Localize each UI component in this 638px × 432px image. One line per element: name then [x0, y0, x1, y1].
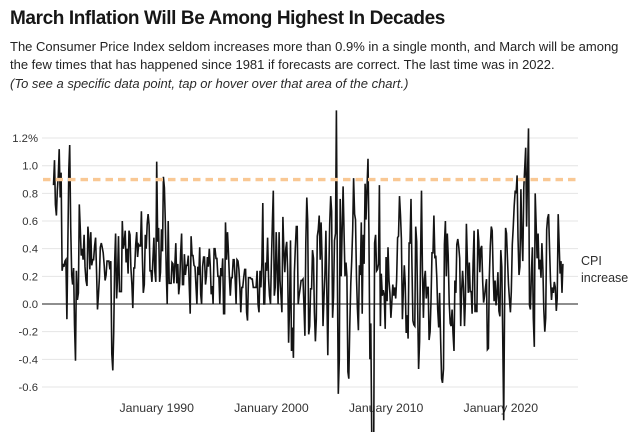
y-axis-tick-label: 0.0: [22, 299, 38, 311]
series-end-label: increase: [581, 271, 628, 285]
x-axis-tick-label: January 2000: [234, 401, 309, 415]
chart-description: The Consumer Price Index seldom increase…: [10, 38, 619, 72]
series-end-label: CPI: [581, 254, 602, 268]
x-axis-tick-label: January 1990: [119, 401, 194, 415]
y-axis-tick-label: -0.4: [19, 354, 38, 366]
article-header: March Inflation Will Be Among Highest In…: [0, 0, 638, 92]
y-axis-tick-label: -0.6: [19, 382, 38, 394]
chart-area[interactable]: 1.2% 1.0 0.8 0.6 0.4 0.2 0.0 -0.2 -0.4 -0.6 Januar…: [0, 107, 638, 432]
y-axis-tick-label: 0.8: [22, 188, 38, 200]
y-axis-tick-label: -0.2: [19, 327, 38, 339]
y-axis-tick-label: 0.2: [22, 271, 38, 283]
x-axis-tick-label: January 2020: [464, 401, 539, 415]
cpi-monthly-line-chart[interactable]: 1.2% 1.0 0.8 0.6 0.4 0.2 0.0 -0.2 -0.4 -0.6 Januar…: [0, 107, 638, 432]
chart-instruction-note: (To see a specific data point, tap or ho…: [10, 75, 409, 91]
y-axis-tick-label: 0.6: [22, 216, 38, 228]
y-axis-tick-label: 0.4: [22, 244, 38, 256]
y-axis-tick-label: 1.0: [22, 161, 38, 173]
x-axis-tick-label: January 2010: [349, 401, 424, 415]
page-title: March Inflation Will Be Among Highest In…: [10, 8, 445, 29]
cpi-series-line: [52, 110, 564, 432]
y-axis-tick-label: 1.2%: [12, 133, 38, 145]
